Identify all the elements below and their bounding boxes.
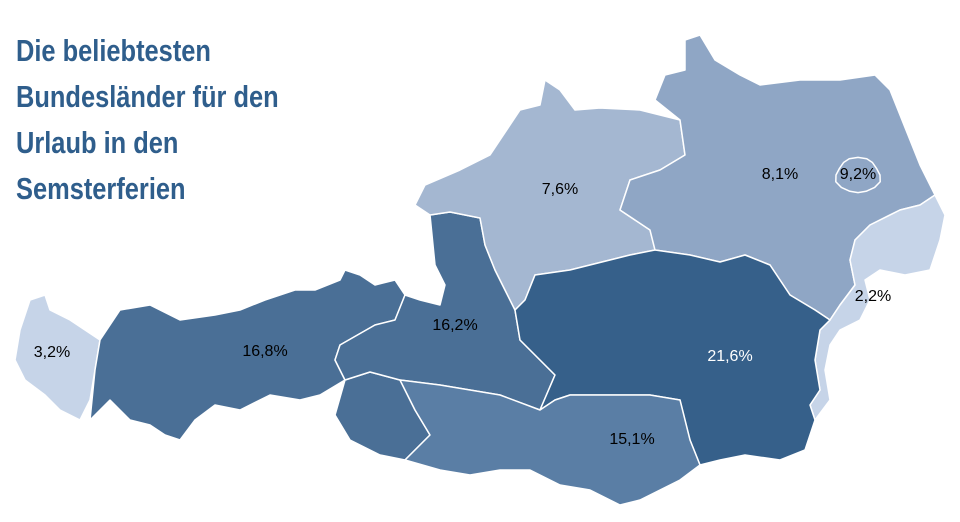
value-label: 3,2% [34, 344, 70, 361]
region [399, 379, 701, 506]
title-line: Urlaub in den [16, 125, 179, 160]
title-line: Bundesländer für den [16, 79, 279, 114]
title-line: Semsterferien [16, 171, 186, 206]
value-label: 2,2% [855, 288, 891, 305]
value-label: 7,6% [542, 181, 578, 198]
value-label: 15,1% [609, 431, 654, 448]
region [835, 156, 881, 194]
map-title: Die beliebtesten Bundesländer für den Urla… [16, 28, 279, 212]
value-label: 8,1% [762, 166, 798, 183]
value-label: 16,8% [242, 343, 287, 360]
region [14, 294, 101, 421]
title-line: Die beliebtesten [16, 33, 211, 68]
value-label: 21,6% [707, 348, 752, 365]
value-label: 16,2% [432, 317, 477, 334]
value-label: 9,2% [840, 166, 876, 183]
